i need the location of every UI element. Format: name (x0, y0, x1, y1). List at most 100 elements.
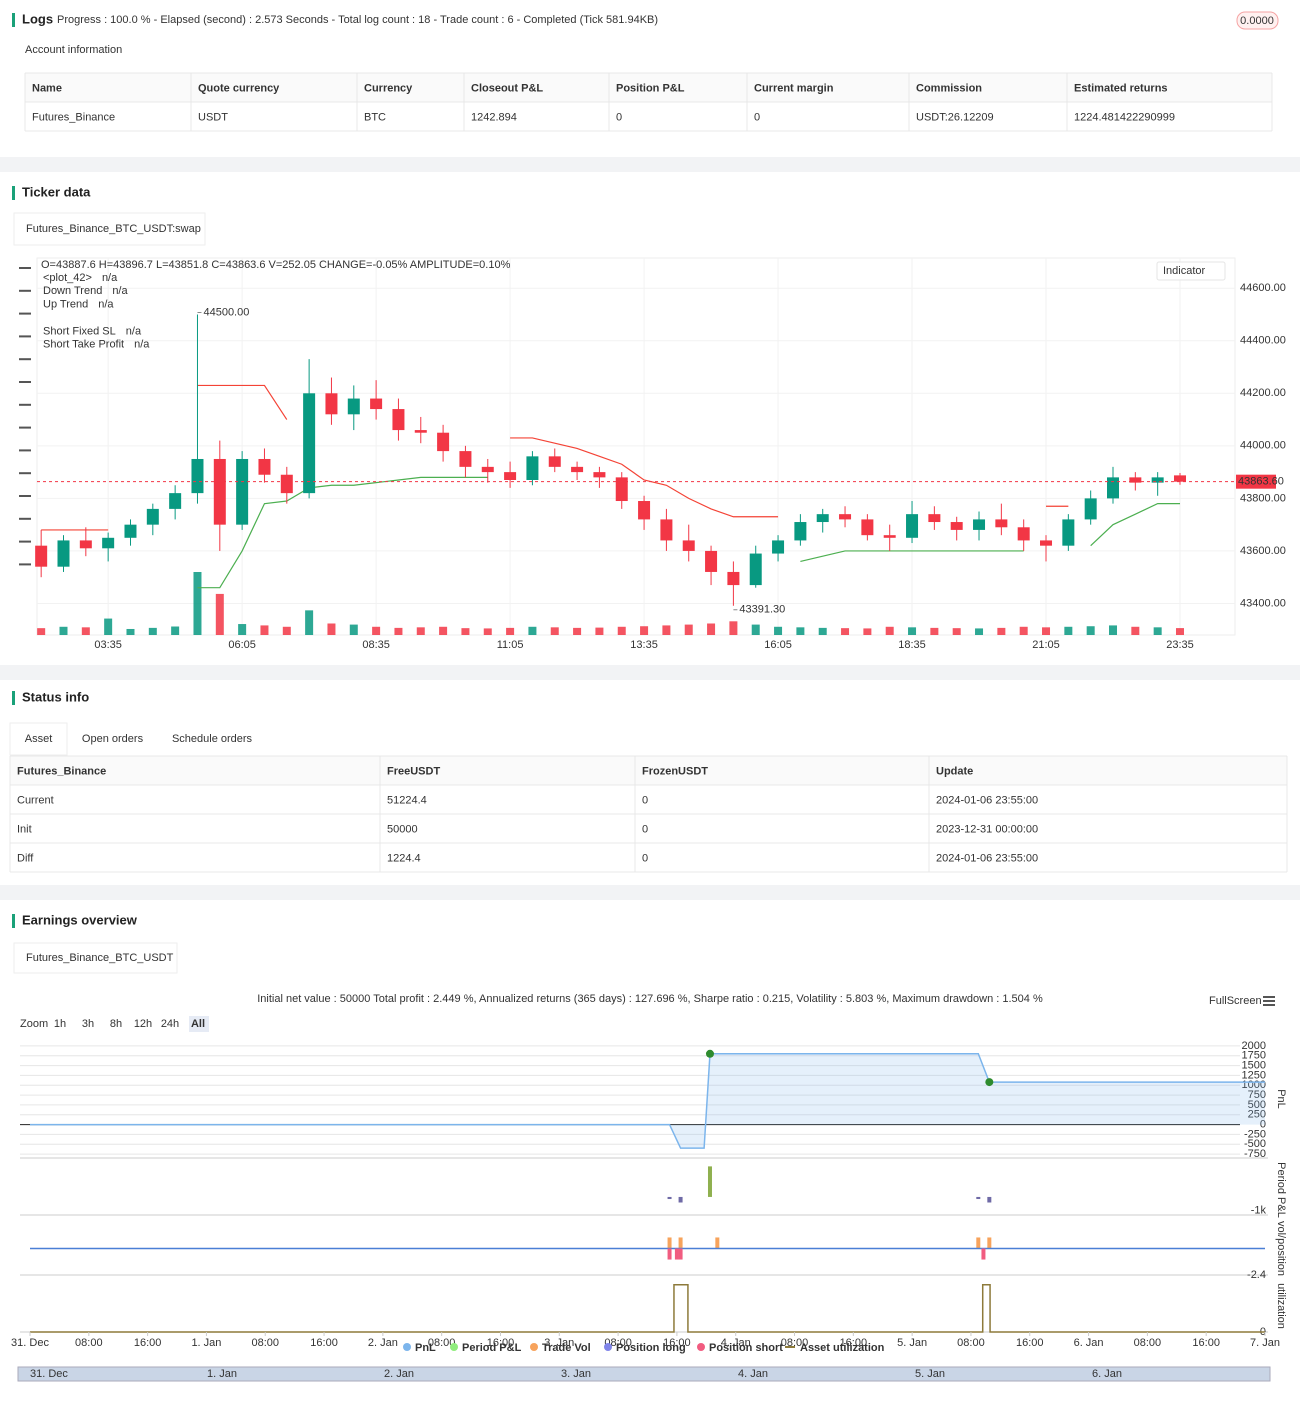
column-header: Closeout P&L (471, 82, 543, 94)
tool-icon[interactable] (19, 472, 31, 475)
legend-item[interactable]: Position short (709, 1342, 783, 1354)
tool-icon[interactable] (19, 289, 31, 292)
log-summary: Progress : 100.0 % - Elapsed (second) : … (57, 14, 658, 26)
volume-bar (238, 624, 247, 635)
tool-icon[interactable] (19, 312, 31, 315)
tab-label[interactable]: Asset (25, 733, 53, 745)
legend-item[interactable]: Trade Vol (542, 1342, 591, 1354)
x-tick-label: 16:00 (310, 1337, 338, 1349)
tool-icon[interactable] (19, 426, 31, 429)
candle-body (481, 466, 494, 473)
legend-item[interactable]: Asset utilization (800, 1342, 885, 1354)
y-tick-label: 0 (1260, 1118, 1266, 1130)
x-tick-label: 16:00 (1192, 1337, 1220, 1349)
fullscreen-button[interactable]: FullScreen (1209, 995, 1262, 1007)
legend-item[interactable]: Period P&L (462, 1342, 522, 1354)
tool-icon[interactable] (19, 517, 31, 520)
menu-icon[interactable] (1263, 1000, 1275, 1002)
candle-body (437, 432, 450, 452)
candle-body (1129, 477, 1142, 483)
summary: Initial net value : 50000 Total profit :… (257, 993, 1043, 1005)
legend-marker (403, 1343, 411, 1351)
volume-bar (37, 628, 46, 635)
zoom-button[interactable]: 1h (54, 1018, 66, 1030)
legend-item[interactable]: PnL (415, 1342, 436, 1354)
x-tick-label: 4. Jan (721, 1337, 751, 1349)
volume-bar (662, 625, 671, 635)
y-axis-label: Period P&L (1275, 1162, 1287, 1218)
table-cell: 1224.481422290999 (1074, 111, 1175, 123)
y-tick-label: 44400.00 (1240, 335, 1286, 347)
tool-icon[interactable] (19, 381, 31, 383)
volume-bar (1042, 627, 1051, 635)
zoom-active[interactable] (189, 1016, 209, 1032)
y-tick-label: 1500 (1242, 1059, 1266, 1071)
candle-body (906, 514, 919, 538)
section-title: Ticker data (22, 184, 91, 199)
legend-value: n/a (102, 272, 118, 284)
tool-icon[interactable] (19, 495, 31, 497)
indicator-button[interactable] (1156, 261, 1226, 281)
table-cell: 0 (642, 794, 648, 806)
area-fill (30, 1053, 1265, 1149)
zoom-button[interactable]: 24h (161, 1018, 179, 1030)
annotation: 43391.30 (739, 604, 785, 616)
legend-label: Short Take Profit (43, 339, 124, 351)
y-axis-label: vol/position (1275, 1221, 1287, 1276)
tab[interactable] (9, 722, 68, 756)
annotation: 44500.00 (203, 306, 249, 318)
tool-icon[interactable] (19, 449, 31, 452)
zoom-button[interactable]: 12h (134, 1018, 152, 1030)
legend-item[interactable]: Position long (616, 1342, 686, 1354)
tab-label[interactable]: Futures_Binance_BTC_USDT (26, 952, 174, 964)
candle-body (35, 545, 48, 567)
account-title: Account information (25, 44, 122, 56)
candle-body (571, 466, 584, 473)
x-tick-label: 21:05 (1032, 639, 1060, 651)
tool-icon[interactable] (19, 403, 31, 406)
candle-body (1040, 540, 1053, 546)
candle-body (258, 458, 271, 475)
tab-label[interactable]: Open orders (82, 733, 144, 745)
candle-body (995, 519, 1008, 528)
tool-icon[interactable] (19, 267, 31, 269)
x-tick-label: 5. Jan (897, 1337, 927, 1349)
navigator[interactable] (17, 1366, 1271, 1382)
candle-body (638, 501, 651, 520)
volume-bar (684, 624, 693, 635)
table-cell: Init (17, 823, 32, 835)
tab-label[interactable]: Schedule orders (172, 733, 253, 745)
table-cell: USDT:26.12209 (916, 111, 994, 123)
tool-icon[interactable] (19, 358, 31, 361)
candle-body (102, 537, 115, 549)
y-tick-label: 1750 (1242, 1050, 1266, 1062)
volume-bar (729, 621, 738, 635)
x-tick-label: 08:00 (957, 1337, 985, 1349)
navigator-label: 4. Jan (738, 1368, 768, 1380)
candle-body (593, 472, 606, 478)
tab-label[interactable]: Futures_Binance_BTC_USDT:swap (26, 223, 201, 235)
legend-marker (697, 1343, 705, 1351)
zoom-button[interactable]: All (191, 1018, 205, 1030)
y-tick-label: 43600.00 (1240, 545, 1286, 557)
candle-body (213, 458, 226, 525)
zoom-button[interactable]: 3h (82, 1018, 94, 1030)
tool-icon[interactable] (19, 563, 31, 566)
title-bar (12, 186, 15, 200)
legend-value: n/a (112, 285, 128, 297)
zoom-button[interactable]: 8h (110, 1018, 122, 1030)
tool-icon[interactable] (19, 540, 31, 543)
candle-body (414, 430, 427, 433)
legend-value: n/a (126, 325, 142, 337)
y-tick-label: 44000.00 (1240, 440, 1286, 452)
candle-body (615, 477, 628, 502)
menu-icon[interactable] (1263, 996, 1275, 998)
table-cell: 1242.894 (471, 111, 517, 123)
indicator-label[interactable]: Indicator (1163, 265, 1206, 277)
x-tick-label: 16:00 (134, 1337, 162, 1349)
tool-icon[interactable] (19, 335, 31, 338)
table-header-bg (10, 756, 1287, 785)
volume-bar (483, 628, 492, 635)
menu-icon[interactable] (1263, 1004, 1275, 1006)
candle-body (794, 522, 807, 541)
